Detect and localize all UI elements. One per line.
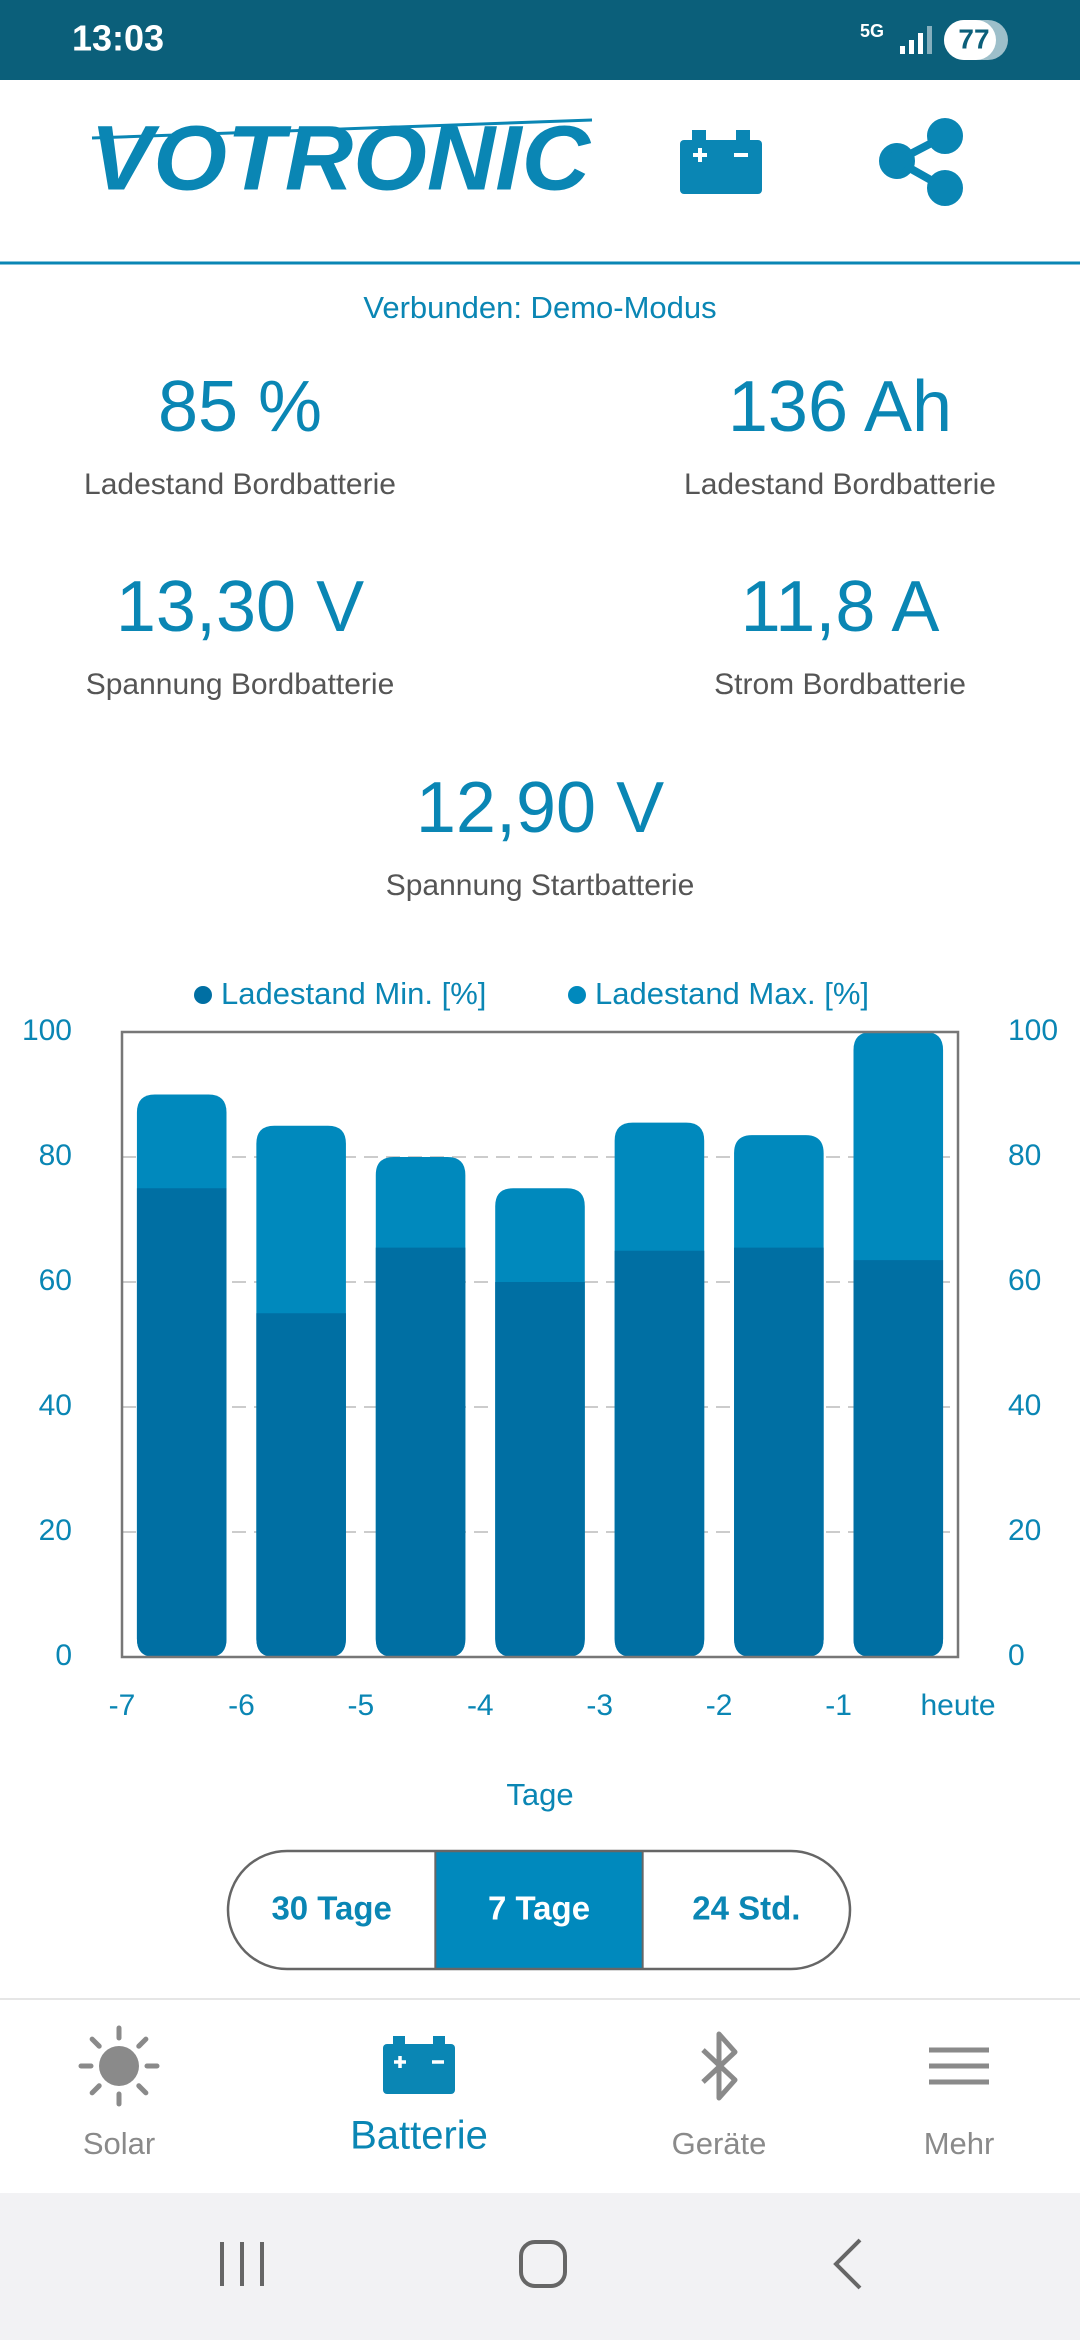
metric-label: Spannung Bordbatterie xyxy=(86,668,395,701)
battery-level: 77 xyxy=(958,23,989,54)
bar xyxy=(853,1260,944,1657)
x-tick-label: -7 xyxy=(109,1689,136,1722)
legend-label: Ladestand Max. [%] xyxy=(595,976,869,1011)
nav-items: Solar Batterie Geräte Mehr xyxy=(78,2025,995,2161)
y2-tick-label: 0 xyxy=(1008,1639,1025,1672)
x-tick-label: heute xyxy=(920,1689,995,1722)
bottom-nav xyxy=(0,1999,1080,2193)
metric-value: 13,30 V xyxy=(116,567,364,647)
bar xyxy=(256,1313,346,1657)
y2-tick-label: 80 xyxy=(1008,1139,1041,1172)
metrics: 85 % Ladestand Bordbatterie 136 Ah Ladestan… xyxy=(84,367,996,902)
segment-outline[interactable] xyxy=(226,1849,852,1971)
battery-pole xyxy=(393,2036,405,2044)
y-tick-label: 20 xyxy=(39,1514,72,1547)
bar xyxy=(614,1250,705,1657)
y2-tick-label: 100 xyxy=(1008,1014,1058,1047)
segment-label[interactable]: 24 Std. xyxy=(692,1890,800,1927)
nav-label[interactable]: Batterie xyxy=(350,2114,488,2158)
legend-label: Ladestand Min. [%] xyxy=(221,976,486,1011)
metric-value: 85 % xyxy=(158,367,322,447)
battery-pole xyxy=(433,2036,445,2044)
nav-label[interactable]: Mehr xyxy=(924,2126,995,2161)
metric-value: 136 Ah xyxy=(728,367,952,447)
system-nav xyxy=(0,2193,1080,2340)
nav-label[interactable]: Solar xyxy=(83,2126,155,2161)
legend-dot xyxy=(194,986,212,1004)
metric-label: Ladestand Bordbatterie xyxy=(84,468,396,501)
segment-selected[interactable] xyxy=(435,1851,643,1969)
x-tick-label: -2 xyxy=(706,1689,733,1722)
metric-label: Strom Bordbatterie xyxy=(714,668,966,701)
y-tick-label: 40 xyxy=(39,1389,72,1422)
bar xyxy=(136,1188,227,1657)
y2-tick-label: 60 xyxy=(1008,1264,1041,1297)
x-tick-label: -5 xyxy=(348,1689,375,1722)
x-tick-label: -1 xyxy=(825,1689,852,1722)
logo-swoosh xyxy=(91,118,593,140)
connection-status: Verbunden: Demo-Modus xyxy=(363,290,716,325)
bluetooth-glyph xyxy=(701,2031,738,2101)
status-bar xyxy=(0,0,1080,80)
battery-button[interactable] xyxy=(680,130,762,194)
segment-label[interactable]: 30 Tage xyxy=(271,1890,391,1927)
sun-ray xyxy=(136,2083,149,2096)
y2-tick-label: 40 xyxy=(1008,1389,1041,1422)
x-tick-label: -6 xyxy=(228,1689,255,1722)
bar xyxy=(734,1247,824,1657)
metric-value: 11,8 A xyxy=(741,567,940,647)
sun-ray xyxy=(136,2036,149,2049)
y-tick-label: 0 xyxy=(55,1639,72,1672)
battery-fill xyxy=(944,20,996,60)
x-tick-label: -3 xyxy=(586,1689,613,1722)
bar xyxy=(495,1282,585,1657)
sun-ray xyxy=(89,2083,102,2096)
range-selector: 30 Tage 7 Tage 24 Std. xyxy=(226,1849,852,1971)
nav-item[interactable]: Geräte xyxy=(672,2031,767,2161)
battery-signs xyxy=(394,2056,444,2068)
signal-icon xyxy=(900,26,932,54)
x-tick-label: -4 xyxy=(467,1689,494,1722)
menu-glyph xyxy=(929,2047,989,2085)
network-label: 5G xyxy=(860,21,884,41)
nav-item[interactable]: Mehr xyxy=(924,2047,995,2161)
plot-frame xyxy=(120,1030,960,1659)
chart: Ladestand Min. [%] Ladestand Max. [%] 0 0 20… xyxy=(22,976,1058,1812)
metric-label: Ladestand Bordbatterie xyxy=(684,468,996,501)
nav-label[interactable]: Geräte xyxy=(672,2126,767,2161)
y-tick-label: 60 xyxy=(39,1264,72,1297)
battery-body xyxy=(383,2044,455,2094)
y2-tick-label: 20 xyxy=(1008,1514,1041,1547)
segment-label[interactable]: 7 Tage xyxy=(488,1890,590,1927)
share-button[interactable] xyxy=(879,118,963,206)
nav-item[interactable]: Batterie xyxy=(350,2036,488,2158)
system-buttons[interactable] xyxy=(220,2238,862,2290)
sun-ray xyxy=(89,2036,102,2049)
y-tick-label: 100 xyxy=(22,1014,72,1047)
nav-item[interactable]: Solar xyxy=(78,2025,160,2161)
x-axis-title: Tage xyxy=(506,1777,573,1812)
y-tick-label: 80 xyxy=(39,1139,72,1172)
bar xyxy=(375,1247,466,1657)
sun-core xyxy=(99,2046,139,2086)
metric-label: Spannung Startbatterie xyxy=(386,869,695,902)
status-time: 13:03 xyxy=(72,18,164,59)
legend-dot xyxy=(568,986,586,1004)
metric-value: 12,90 V xyxy=(416,768,664,848)
